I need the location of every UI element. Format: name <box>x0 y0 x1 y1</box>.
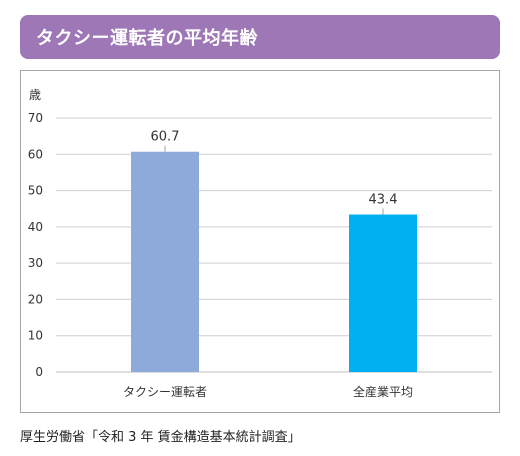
y-tick-label: 50 <box>28 184 43 198</box>
y-tick-label: 30 <box>28 256 43 270</box>
bars <box>131 151 417 372</box>
source-note: 厚生労働省「令和 3 年 賃金構造基本統計調査」 <box>20 430 301 445</box>
gridlines <box>56 117 492 373</box>
y-tick-label: 20 <box>28 292 43 306</box>
x-tick-label: タクシー運転者 <box>123 385 207 399</box>
y-axis-unit-label: 歳 <box>29 88 41 102</box>
bar <box>349 214 417 372</box>
data-label: 60.7 <box>151 130 180 145</box>
data-label: 43.4 <box>369 193 398 208</box>
chart-frame: 歳 0 10 20 30 40 50 60 70 60.7 タクシー運転者 43.4 全産業平均 <box>20 70 500 413</box>
y-tick-label: 70 <box>28 111 43 125</box>
bar <box>131 151 199 372</box>
y-tick-label: 10 <box>28 329 43 343</box>
x-tick-label: 全産業平均 <box>353 384 413 399</box>
y-tick-label: 40 <box>28 220 43 234</box>
bar-chart: 歳 0 10 20 30 40 50 60 70 60.7 タクシー運転者 43.4 全産業平均 <box>28 88 492 399</box>
labels: 歳 0 10 20 30 40 50 60 70 60.7 タクシー運転者 43.4 全産業平均 <box>28 88 413 399</box>
y-tick-label: 0 <box>35 365 43 379</box>
y-tick-label: 60 <box>28 147 43 161</box>
chart-title: タクシー運転者の平均年齢 <box>36 28 258 49</box>
title-bar: タクシー運転者の平均年齢 <box>20 15 500 59</box>
